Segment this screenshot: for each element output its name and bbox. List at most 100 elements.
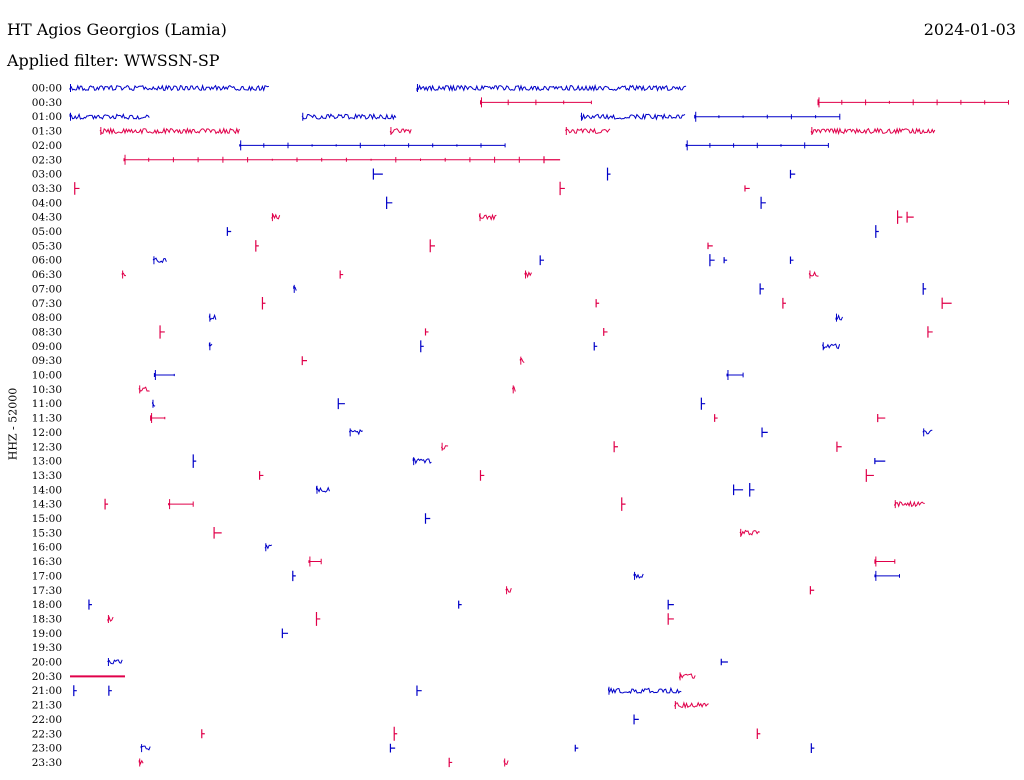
seismic-trace-segment xyxy=(756,728,761,739)
seismic-trace-segment xyxy=(817,97,1009,108)
seismic-trace-segment xyxy=(685,140,829,151)
seismic-trace-segment xyxy=(897,210,903,224)
time-tick-label: 18:00 xyxy=(32,599,62,611)
filter-label: Applied filter: WWSSN-SP xyxy=(7,51,220,70)
seismic-trace-segment xyxy=(271,213,281,222)
seismic-trace-segment xyxy=(416,83,687,93)
seismic-trace-segment xyxy=(922,282,927,295)
seismic-trace-segment xyxy=(372,168,383,180)
time-tick-label: 23:00 xyxy=(32,743,62,755)
seismic-trace-segment xyxy=(559,181,565,196)
seismic-trace-segment xyxy=(69,112,150,121)
seismic-trace-segment xyxy=(293,284,297,293)
time-tick-label: 14:00 xyxy=(32,484,62,496)
time-tick-label: 20:30 xyxy=(32,671,62,683)
seismic-trace-segment xyxy=(292,570,296,582)
seismic-trace-segment xyxy=(424,328,429,336)
seismic-trace-segment xyxy=(213,527,222,539)
seismic-trace-segment xyxy=(607,686,682,695)
seismic-trace-segment xyxy=(760,196,766,209)
seismic-trace-segment xyxy=(543,156,561,164)
time-tick-label: 09:00 xyxy=(32,341,62,353)
seismic-trace-segment xyxy=(505,586,512,595)
seismic-trace-segment xyxy=(424,513,431,524)
seismic-trace-segment xyxy=(239,140,506,151)
seismic-trace-segment xyxy=(749,483,755,497)
seismic-trace-segment xyxy=(524,270,532,279)
time-tick-label: 06:00 xyxy=(32,255,62,267)
seismic-trace-segment xyxy=(315,485,330,494)
seismic-trace-segment xyxy=(192,454,197,468)
seismic-trace-segment xyxy=(809,586,815,595)
time-tick-label: 13:30 xyxy=(32,470,62,482)
seismic-trace-segment xyxy=(159,325,165,339)
seismic-trace-segment xyxy=(261,297,266,310)
time-tick-label: 04:00 xyxy=(32,197,62,209)
seismic-trace-segment xyxy=(69,83,270,92)
seismic-trace-segment xyxy=(720,658,728,666)
time-tick-label: 22:00 xyxy=(32,714,62,726)
time-tick-label: 12:30 xyxy=(32,441,62,453)
seismic-trace-segment xyxy=(104,498,109,510)
station-title: HT Agios Georgios (Lamia) xyxy=(7,20,227,39)
seismic-trace-segment xyxy=(761,427,768,438)
seismic-trace-segment xyxy=(714,414,718,422)
seismic-trace-segment xyxy=(208,313,217,322)
time-tick-label: 16:30 xyxy=(32,556,62,568)
time-tick-label: 06:30 xyxy=(32,269,62,281)
seismic-trace-segment xyxy=(874,458,886,465)
seismic-trace-segment xyxy=(152,256,167,265)
seismic-trace-segment xyxy=(480,97,592,108)
seismic-trace-segment xyxy=(226,227,232,236)
seismic-trace-segment xyxy=(808,270,819,279)
seismic-trace-segment xyxy=(922,428,933,437)
seismic-trace-segment xyxy=(503,758,509,767)
seismic-trace-segment xyxy=(201,729,205,739)
seismic-trace-segment xyxy=(613,441,618,453)
seismic-trace-segment xyxy=(694,111,841,122)
seismic-trace-segment xyxy=(726,370,744,380)
time-tick-label: 21:00 xyxy=(32,685,62,697)
time-tick-label: 09:30 xyxy=(32,355,62,367)
seismic-trace-segment xyxy=(744,185,750,192)
seismic-trace-segment xyxy=(633,714,639,725)
time-tick-label: 01:30 xyxy=(32,126,62,138)
seismic-trace-segment xyxy=(259,471,264,480)
seismic-trace-segment xyxy=(88,599,92,610)
seismic-trace-segment xyxy=(412,457,432,466)
time-tick-label: 18:30 xyxy=(32,613,62,625)
seismic-trace-segment xyxy=(723,257,728,264)
time-tick-label: 08:30 xyxy=(32,326,62,338)
time-tick-label: 14:30 xyxy=(32,499,62,511)
time-tick-label: 00:00 xyxy=(32,83,62,95)
seismic-trace-segment xyxy=(603,328,608,336)
seismic-trace-segment xyxy=(810,127,936,136)
time-tick-label: 13:00 xyxy=(32,456,62,468)
seismic-trace-segment xyxy=(168,499,194,510)
seismic-trace-segment xyxy=(565,127,611,136)
seismic-trace-segment xyxy=(386,196,393,209)
time-tick-label: 21:30 xyxy=(32,700,62,712)
time-tick-label: 12:00 xyxy=(32,427,62,439)
seismic-trace-segment xyxy=(264,543,273,552)
seismic-trace-segment xyxy=(208,342,213,351)
time-tick-label: 17:00 xyxy=(32,570,62,582)
seismic-trace-segment xyxy=(580,112,686,121)
seismic-trace-segment xyxy=(574,744,579,752)
seismic-trace-segment xyxy=(874,570,900,581)
seismic-trace-segment xyxy=(835,313,843,322)
seismic-trace-segment xyxy=(389,127,412,136)
seismic-trace-segment xyxy=(448,757,453,768)
seismic-trace-segment xyxy=(393,726,398,741)
seismic-trace-segment xyxy=(875,225,879,238)
seismic-trace-segment xyxy=(478,213,497,222)
seismic-trace-segment xyxy=(138,385,150,394)
seismic-trace-segment xyxy=(153,370,175,380)
time-tick-label: 02:30 xyxy=(32,154,62,166)
seismic-trace-segment xyxy=(894,500,925,509)
seismic-trace-segment xyxy=(389,743,396,753)
time-tick-label: 22:30 xyxy=(32,728,62,740)
seismic-trace-segment xyxy=(138,758,144,767)
seismic-trace-segment xyxy=(420,340,424,353)
